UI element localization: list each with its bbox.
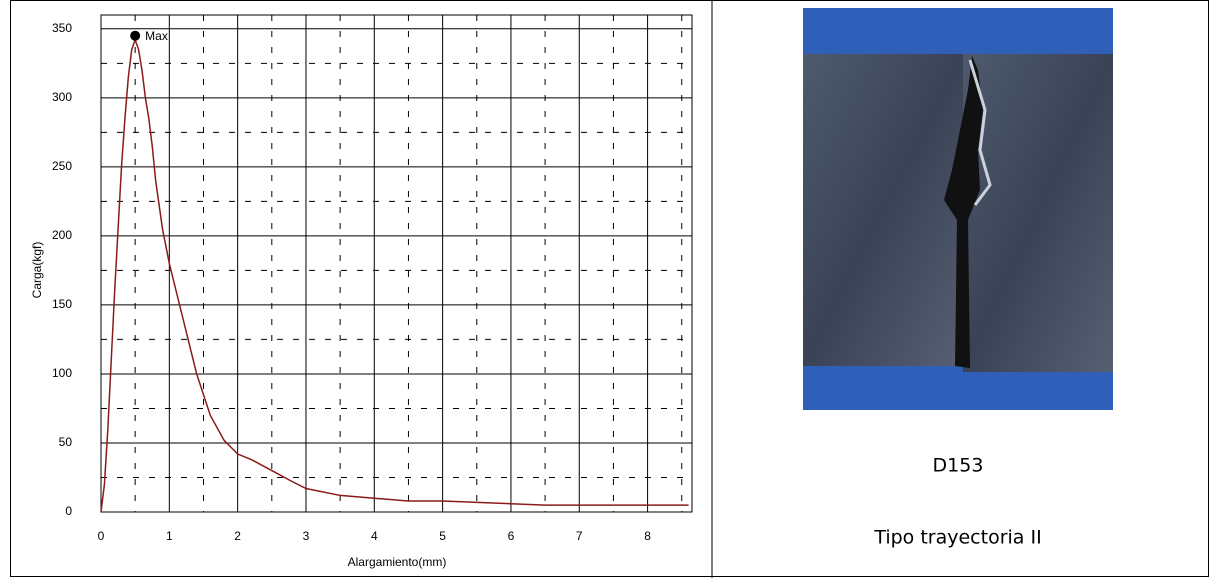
y-tick-label: 200 xyxy=(52,228,72,242)
figure-caption: Tipo trayectoria II xyxy=(873,527,1041,549)
y-tick-label: 150 xyxy=(52,297,72,311)
x-tick-label: 7 xyxy=(576,529,583,543)
x-tick-label: 2 xyxy=(234,529,241,543)
y-tick-label: 100 xyxy=(52,366,72,380)
x-axis-label: Alargamiento(mm) xyxy=(348,555,447,569)
plot-area xyxy=(100,14,693,513)
annotation: Max xyxy=(145,29,168,43)
x-tick-label: 8 xyxy=(644,529,651,543)
y-tick-label: 50 xyxy=(59,435,73,449)
y-tick-label: 350 xyxy=(52,21,72,35)
x-tick-label: 0 xyxy=(98,529,105,543)
x-tick-label: 1 xyxy=(166,529,173,543)
photo xyxy=(803,8,1113,410)
data-line xyxy=(100,37,689,513)
x-tick-label: 6 xyxy=(508,529,515,543)
x-tick-label: 4 xyxy=(371,529,378,543)
y-tick-label: 0 xyxy=(65,504,72,518)
y-axis-label: Carga(kgf) xyxy=(30,242,44,299)
x-tick-label: 3 xyxy=(303,529,310,543)
max-marker xyxy=(130,30,141,41)
outer-border xyxy=(10,0,1209,577)
y-tick-label: 300 xyxy=(52,90,72,104)
x-tick-label: 5 xyxy=(439,529,446,543)
y-tick-label: 250 xyxy=(52,159,72,173)
figure-label: D153 xyxy=(933,455,984,477)
